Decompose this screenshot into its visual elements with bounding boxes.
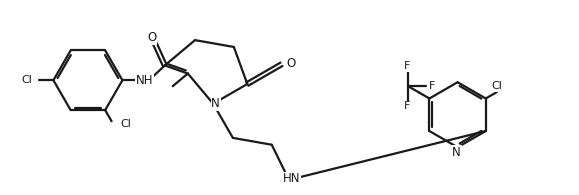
Text: N: N: [211, 97, 220, 110]
Text: HN: HN: [283, 172, 300, 185]
Text: N: N: [452, 146, 461, 159]
Text: O: O: [287, 57, 296, 70]
Text: O: O: [148, 31, 156, 44]
Text: F: F: [404, 61, 411, 71]
Text: Cl: Cl: [492, 81, 502, 91]
Text: F: F: [404, 101, 411, 111]
Text: Cl: Cl: [22, 75, 32, 85]
Text: NH: NH: [136, 74, 153, 87]
Text: F: F: [429, 81, 435, 91]
Text: Cl: Cl: [120, 119, 131, 129]
